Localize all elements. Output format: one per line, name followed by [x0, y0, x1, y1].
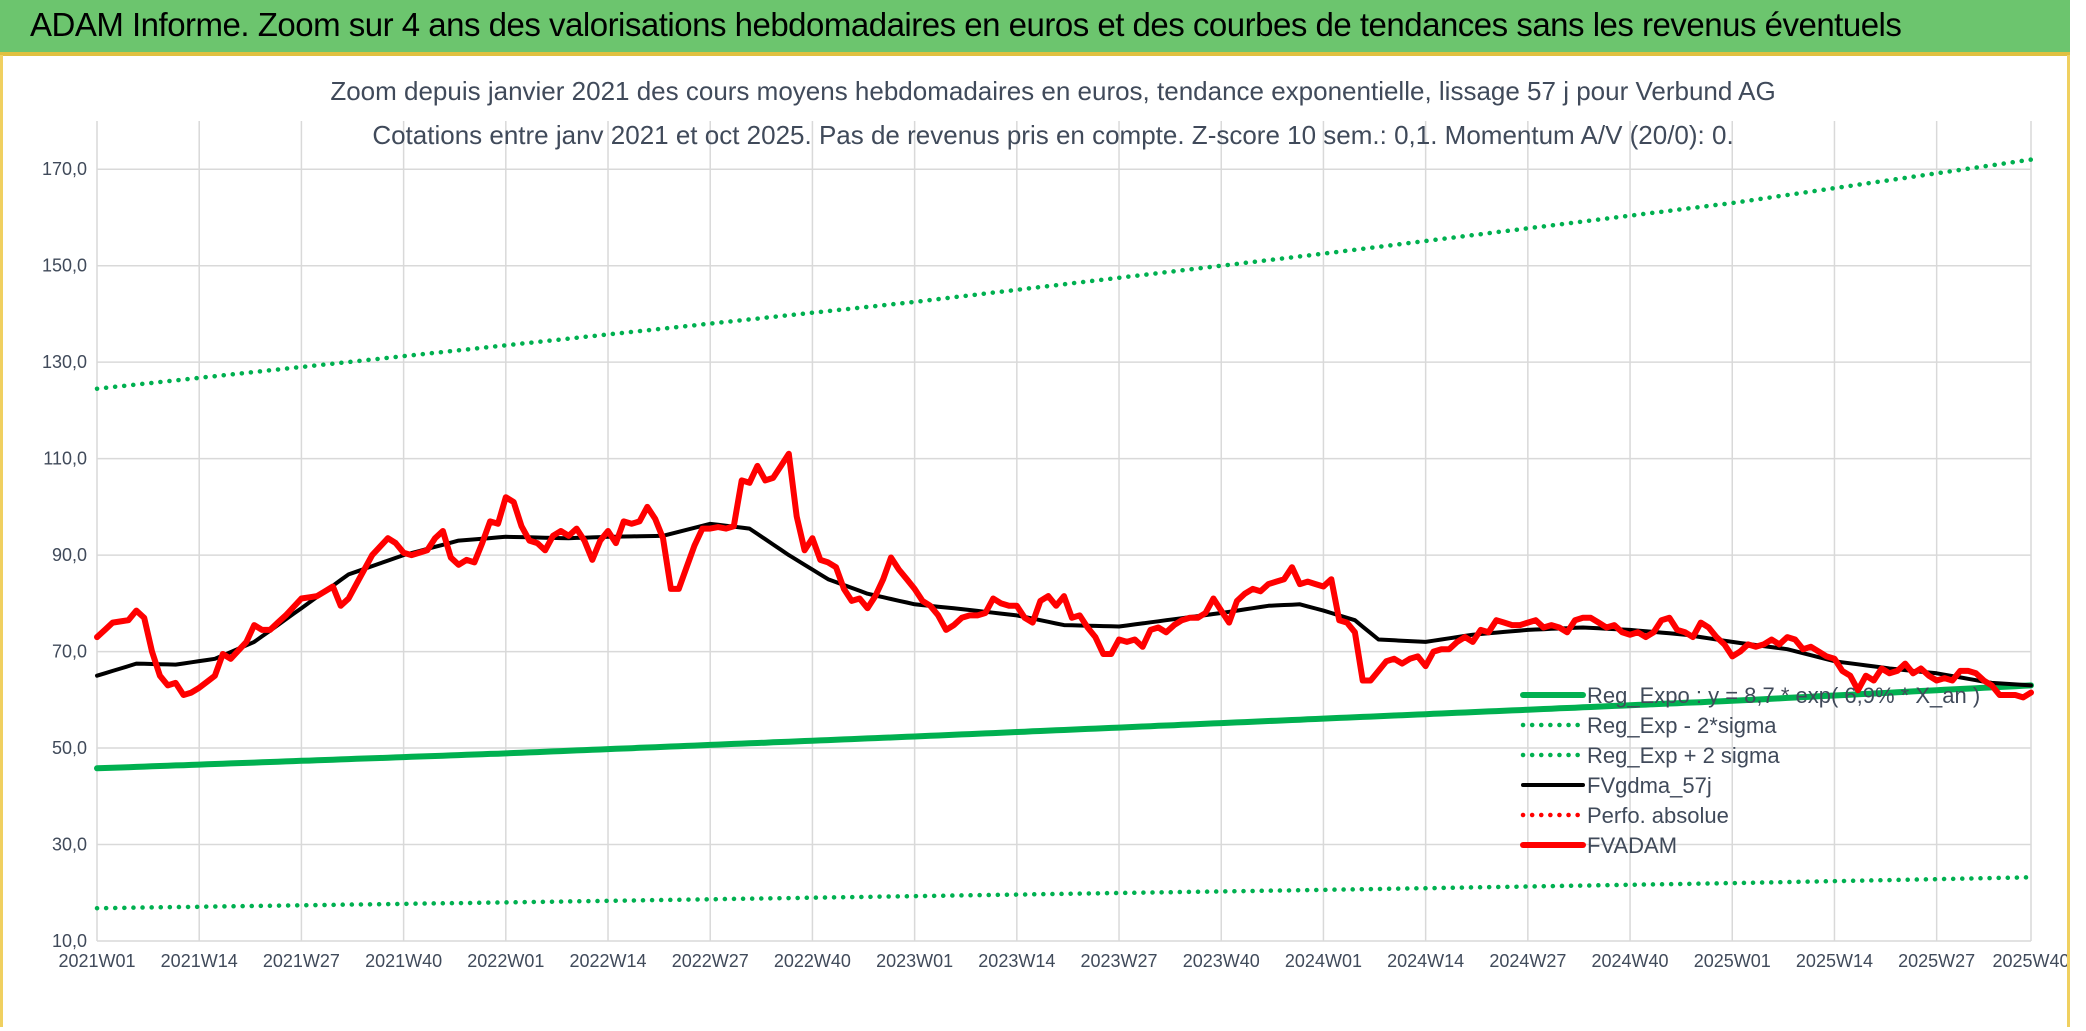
legend-label: FVgdma_57j [1587, 773, 1712, 798]
x-tick-label: 2023W40 [1183, 951, 1260, 971]
y-tick-label: 50,0 [52, 738, 87, 758]
chart-title: Zoom depuis janvier 2021 des cours moyen… [330, 76, 1775, 106]
y-tick-label: 30,0 [52, 835, 87, 855]
chart-frame: 10,0 30,0 50,0 70,0 90,0 110,0 130,0 150,0 170,0… [0, 55, 2070, 1027]
y-tick-label: 10,0 [52, 931, 87, 951]
series-line-reg_expo [94, 682, 2034, 772]
x-tick-label: 2023W27 [1081, 951, 1158, 971]
series-line-reg_exp [94, 875, 2034, 911]
legend: Reg_Expo : y = 8,7 * exp( 6,9% * X_an ) R… [1520, 683, 1980, 858]
x-tick-label: 2024W01 [1285, 951, 1362, 971]
y-tick-label: 110,0 [43, 449, 87, 469]
y-tick-label: 170,0 [42, 159, 87, 179]
legend-label: Reg_Exp - 2*sigma [1587, 713, 1777, 738]
x-tick-label: 2023W14 [978, 951, 1055, 971]
legend-label: Reg_Expo : y = 8,7 * exp( 6,9% * X_an ) [1587, 683, 1980, 708]
x-tick-label: 2022W01 [467, 951, 544, 971]
x-tick-label: 2024W40 [1592, 951, 1669, 971]
header-banner: ADAM Informe. Zoom sur 4 ans des valoris… [0, 0, 2070, 56]
page-title: ADAM Informe. Zoom sur 4 ans des valoris… [30, 6, 1902, 43]
axis-ticks: 10,0 30,0 50,0 70,0 90,0 110,0 130,0 150,0 170,0… [42, 159, 2067, 971]
legend-label: Reg_Exp + 2 sigma [1587, 743, 1780, 768]
x-tick-label: 2025W01 [1694, 951, 1771, 971]
x-tick-label: 2021W14 [161, 951, 238, 971]
chart-subtitle: Cotations entre janv 2021 et oct 2025. P… [372, 120, 1733, 150]
x-tick-label: 2022W27 [672, 951, 749, 971]
y-tick-label: 90,0 [52, 545, 87, 565]
x-tick-label: 2022W40 [774, 951, 851, 971]
series-line-reg_exp [94, 157, 2034, 391]
x-tick-label: 2025W40 [1992, 951, 2067, 971]
x-tick-label: 2025W27 [1898, 951, 1975, 971]
x-tick-label: 2024W27 [1489, 951, 1566, 971]
x-tick-label: 2025W14 [1796, 951, 1873, 971]
x-tick-label: 2023W01 [876, 951, 953, 971]
y-tick-label: 70,0 [52, 642, 87, 662]
gridlines [96, 121, 2032, 942]
series-layer [94, 157, 2034, 911]
x-tick-label: 2022W14 [569, 951, 646, 971]
x-tick-label: 2021W01 [58, 951, 135, 971]
y-tick-label: 150,0 [42, 256, 87, 276]
chart: 10,0 30,0 50,0 70,0 90,0 110,0 130,0 150,0 170,0… [42, 76, 2067, 971]
series-line-fvadam [94, 450, 2034, 701]
x-tick-label: 2021W40 [365, 951, 442, 971]
y-tick-label: 130,0 [42, 352, 87, 372]
x-tick-label: 2024W14 [1387, 951, 1464, 971]
legend-label: Perfo. absolue [1587, 803, 1729, 828]
legend-label: FVADAM [1587, 833, 1677, 858]
x-tick-label: 2021W27 [263, 951, 340, 971]
